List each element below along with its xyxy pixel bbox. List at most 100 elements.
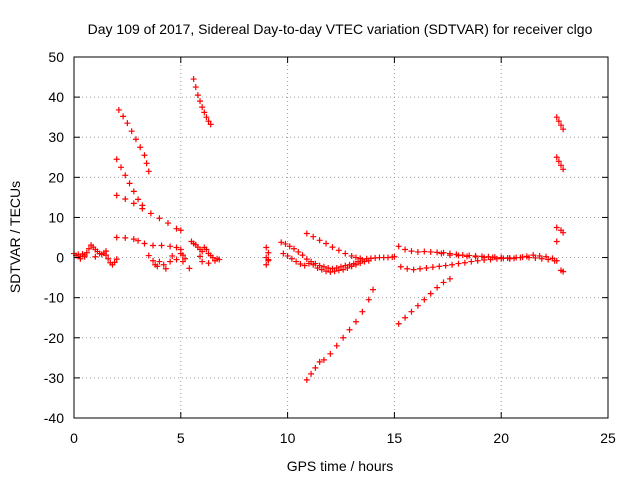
x-tick-label: 10: [280, 430, 296, 446]
data-point: [137, 144, 144, 151]
data-point: [410, 266, 417, 273]
data-point: [303, 256, 310, 263]
data-point: [325, 264, 332, 271]
series-3: [113, 192, 184, 234]
data-point: [111, 259, 118, 266]
data-point: [122, 172, 129, 179]
data-point: [282, 240, 289, 247]
data-point: [532, 254, 539, 261]
data-point: [295, 248, 302, 255]
y-tick-label: -10: [44, 290, 64, 306]
data-point: [348, 252, 355, 259]
data-point: [132, 136, 139, 143]
data-point: [553, 114, 560, 121]
data-point: [525, 254, 532, 261]
data-point: [305, 260, 312, 267]
data-point: [263, 261, 270, 268]
data-point: [81, 253, 88, 260]
series-7: [188, 238, 223, 267]
data-point: [560, 268, 567, 275]
data-point: [553, 238, 560, 245]
data-point: [464, 253, 471, 260]
data-point: [316, 358, 323, 365]
data-point: [284, 252, 291, 259]
data-point: [265, 257, 272, 264]
data-point: [414, 248, 421, 255]
data-point: [395, 243, 402, 250]
data-point: [197, 253, 204, 260]
series-6: [190, 76, 214, 128]
data-point: [553, 224, 560, 231]
data-point: [115, 106, 122, 113]
data-point: [348, 263, 355, 270]
data-point: [365, 296, 372, 303]
data-point: [143, 160, 150, 167]
data-point: [160, 261, 167, 268]
data-point: [436, 263, 443, 270]
data-point: [323, 240, 330, 247]
data-point: [162, 265, 169, 272]
data-point: [278, 239, 285, 246]
data-point: [209, 254, 216, 261]
data-point: [154, 263, 161, 270]
y-tick-label: -20: [44, 330, 64, 346]
data-point: [156, 215, 163, 222]
data-point: [545, 256, 552, 263]
data-point: [303, 376, 310, 383]
x-tick-label: 15: [387, 430, 403, 446]
data-point: [333, 342, 340, 349]
data-point: [205, 118, 212, 125]
data-point: [352, 261, 359, 268]
data-point: [391, 253, 398, 260]
data-point: [190, 76, 197, 83]
data-point: [318, 266, 325, 273]
x-axis-label: GPS time / hours: [287, 458, 394, 474]
data-point: [359, 308, 366, 315]
data-point: [192, 84, 199, 91]
data-point: [122, 195, 129, 202]
grid: [74, 57, 608, 418]
data-point: [558, 122, 565, 129]
data-point: [173, 256, 180, 263]
data-point: [199, 248, 206, 255]
data-point: [442, 262, 449, 269]
data-point: [331, 268, 338, 275]
data-point: [427, 248, 434, 255]
data-point: [408, 308, 415, 315]
data-point: [344, 264, 351, 271]
data-point: [128, 128, 135, 135]
data-point: [438, 250, 445, 257]
data-point: [179, 258, 186, 265]
y-tick-label: 10: [48, 209, 64, 225]
data-point: [395, 320, 402, 327]
data-point: [291, 245, 298, 252]
series-5: [145, 250, 193, 272]
data-point: [201, 109, 208, 116]
data-point: [440, 279, 447, 286]
data-point: [455, 260, 462, 267]
data-point: [177, 227, 184, 234]
series-11: [303, 230, 364, 262]
data-point: [538, 255, 545, 262]
series-16: [395, 275, 453, 327]
data-point: [139, 205, 146, 212]
data-point: [167, 258, 174, 265]
data-point: [141, 152, 148, 159]
data-point: [397, 263, 404, 270]
data-point: [135, 196, 142, 203]
series-15: [438, 250, 513, 262]
data-point: [370, 286, 377, 293]
data-point: [199, 104, 206, 111]
data-point: [429, 264, 436, 271]
data-point: [489, 254, 496, 261]
data-point: [103, 248, 110, 255]
data-point: [130, 236, 137, 243]
series-10: [280, 250, 372, 275]
y-tick-label: 30: [48, 129, 64, 145]
data-point: [421, 248, 428, 255]
data-point: [92, 253, 99, 260]
data-point: [124, 120, 131, 127]
data-point: [130, 188, 137, 195]
data-point: [481, 254, 488, 261]
x-tick-label: 20: [493, 430, 509, 446]
